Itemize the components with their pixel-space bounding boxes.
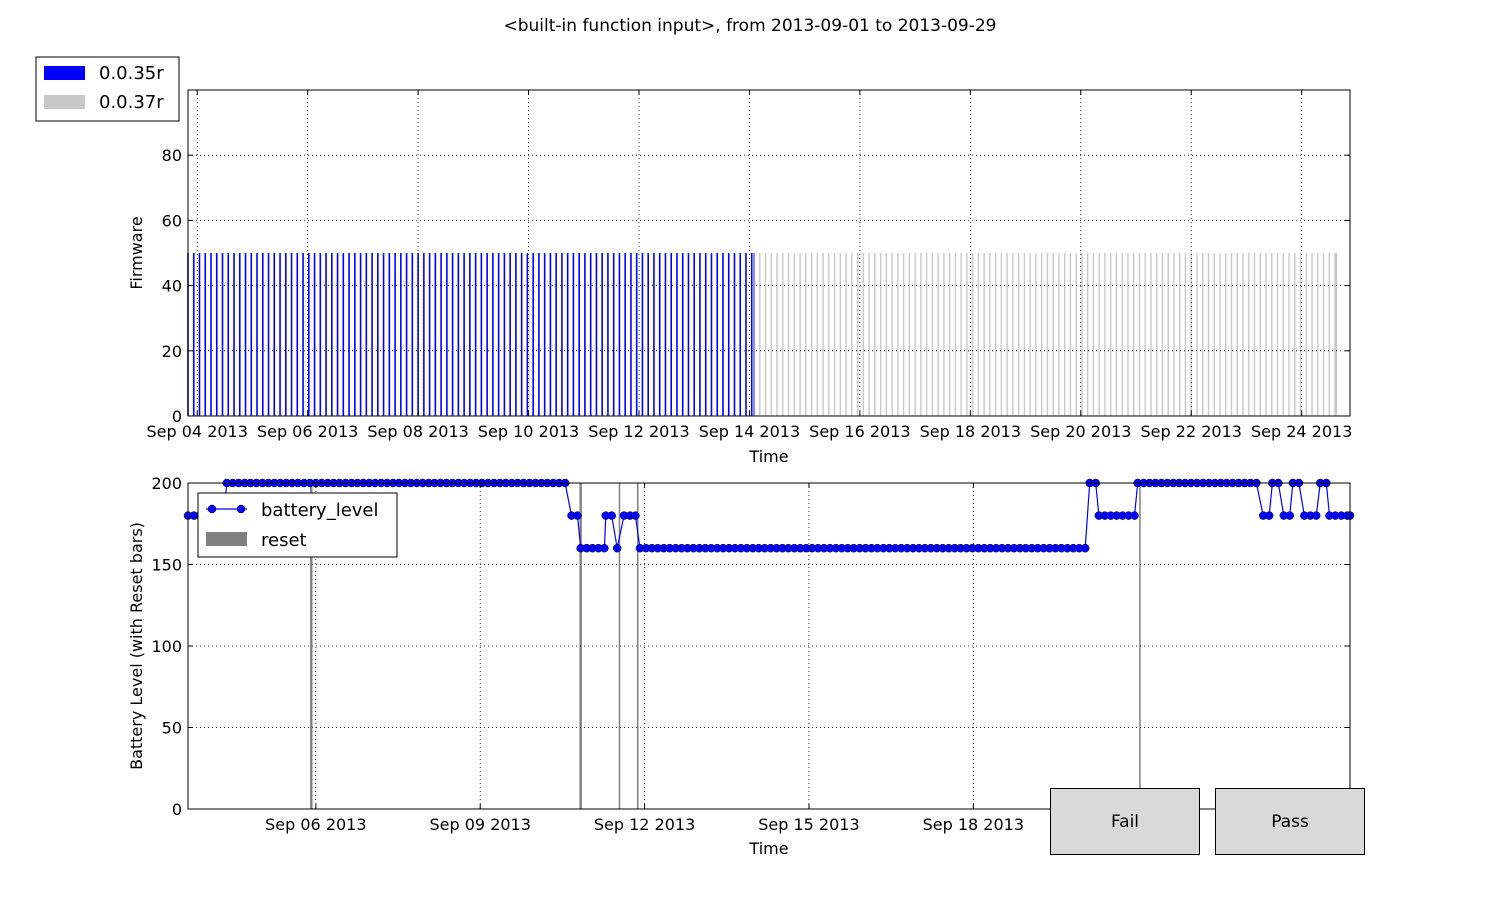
y-tick-label: 200 [151,474,182,493]
x-axis-label: Time [748,447,788,466]
legend-label: reset [261,530,307,551]
legend-frame [197,492,398,558]
y-tick-label: 40 [162,277,182,296]
figure-title: <built-in function input>, from 2013-09-… [503,16,997,36]
x-tick-label: Sep 12 2013 [594,815,695,834]
legend-swatch [206,532,247,546]
legend-label: 0.0.37r [99,92,164,113]
battery-point [1311,511,1321,520]
legend-swatch [44,95,85,109]
fail-button[interactable]: Fail [1050,788,1200,855]
legend-marker [236,504,246,514]
y-axis-label: Firmware [127,216,146,289]
y-tick-label: 50 [162,719,182,738]
legend-swatch [44,66,85,80]
battery-point [612,543,622,553]
y-tick-label: 0 [172,800,182,819]
x-tick-label: Sep 06 2013 [265,815,366,834]
battery-point [1130,511,1139,520]
x-tick-label: Sep 16 2013 [809,422,910,441]
battery-point [1285,511,1294,520]
legend-label: 0.0.35r [99,63,164,84]
legend-marker [207,504,217,514]
y-tick-label: 150 [151,556,182,575]
x-tick-label: Sep 24 2013 [1251,422,1352,441]
firmware-plot: 0 20 40 60 80 Sep 04 2013 Sep 06 2013 Sep 08 20… [127,89,1352,466]
battery-point [1264,511,1274,520]
x-tick-label: Sep 12 2013 [588,422,689,441]
firmware-plot-frame [187,89,1351,417]
x-tick-label: Sep 22 2013 [1141,422,1242,441]
x-tick-label: Sep 04 2013 [147,422,248,441]
x-tick-label: Sep 08 2013 [367,422,468,441]
battery-point [631,511,640,520]
firmware-legend: 0.0.35r 0.0.37r [35,56,180,122]
x-tick-label: Sep 20 2013 [1030,422,1131,441]
battery-point [1080,543,1090,553]
x-axis-label: Time [748,839,788,858]
battery-point [573,511,582,520]
x-tick-label: Sep 18 2013 [920,422,1021,441]
pass-button[interactable]: Pass [1215,788,1365,855]
x-tick-label: Sep 15 2013 [758,815,859,834]
y-tick-label: 60 [162,211,182,230]
legend-label: battery_level [261,500,379,521]
y-tick-label: 100 [151,637,182,656]
y-tick-label: 0 [172,407,182,426]
y-axis-label: Battery Level (with Reset bars) [127,522,146,770]
x-tick-label: Sep 18 2013 [923,815,1024,834]
x-tick-label: Sep 14 2013 [699,422,800,441]
firmware-plot-background [188,90,1350,416]
x-tick-label: Sep 10 2013 [478,422,579,441]
battery-plot-frame [187,482,1351,810]
x-tick-label: Sep 06 2013 [257,422,358,441]
y-tick-label: 80 [162,146,182,165]
battery-point [600,543,609,553]
battery-point [607,511,616,520]
y-tick-label: 20 [162,342,182,361]
x-tick-label: Sep 09 2013 [430,815,531,834]
